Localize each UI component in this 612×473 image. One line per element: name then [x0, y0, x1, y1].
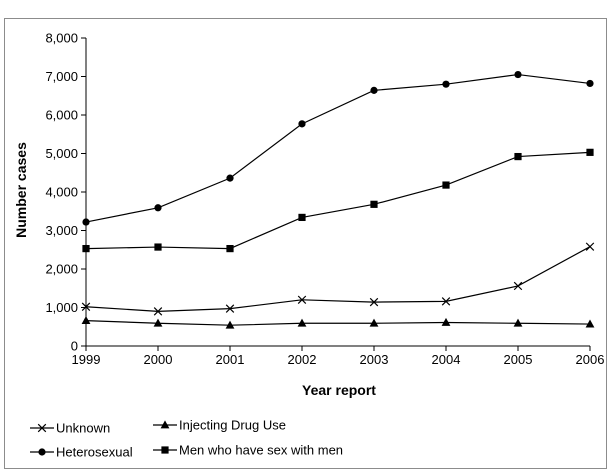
data-point-1-0 — [81, 315, 91, 324]
legend: Unknown Injecting Drug Use Heterosexual Men… — [30, 418, 343, 460]
legend-marker-2 — [38, 448, 46, 456]
data-point-3-6 — [514, 152, 522, 161]
x-tick-label: 2003 — [360, 352, 389, 367]
x-tick-label: 1999 — [72, 352, 101, 367]
series-line-1 — [85, 319, 591, 326]
data-point-3-5 — [442, 181, 450, 189]
data-point-2-6 — [514, 70, 522, 79]
x-tick-label: 2006 — [576, 352, 605, 367]
data-point-0-3 — [297, 295, 307, 305]
data-point-1-1 — [153, 318, 163, 327]
data-point-1-3 — [297, 318, 307, 327]
data-point-0-0 — [81, 302, 91, 311]
y-tick-label: 5,000 — [45, 146, 78, 161]
legend-item-2: Heterosexual — [30, 445, 133, 460]
x-tick-label: 2000 — [144, 352, 173, 367]
y-tick-label: 7,000 — [45, 69, 78, 84]
legend-label: Unknown — [56, 421, 110, 436]
y-tick-label: 6,000 — [45, 108, 78, 123]
y-tick-label: 1,000 — [45, 300, 78, 315]
chart-frame — [4, 18, 607, 469]
data-point-2-5 — [442, 80, 450, 88]
data-point-2-7 — [586, 79, 594, 88]
x-ticks: 1999 2000 2001 2002 2003 2004 2005 2006 — [72, 346, 605, 367]
legend-label: Heterosexual — [56, 445, 133, 460]
x-tick-label: 2001 — [216, 352, 245, 367]
data-point-2-2 — [226, 174, 234, 182]
data-point-0-5 — [441, 297, 451, 306]
y-tick-label: 4,000 — [45, 185, 78, 200]
series-line-2 — [85, 73, 591, 223]
x-tick-label: 2004 — [432, 352, 461, 367]
y-tick-label: 2,000 — [45, 262, 78, 277]
series-line-3 — [85, 151, 591, 250]
data-point-3-1 — [154, 243, 162, 251]
y-tick-label: 8,000 — [45, 31, 78, 46]
data-point-0-4 — [369, 297, 379, 307]
legend-item-3: Men who have sex with men — [153, 443, 343, 458]
y-axis-title: Number cases — [13, 142, 29, 238]
x-tick-label: 2005 — [504, 352, 533, 367]
x-axis-title: Year report — [302, 382, 376, 398]
data-point-1-7 — [585, 319, 595, 328]
y-tick-label: 3,000 — [45, 223, 78, 238]
x-tick-label: 2002 — [288, 352, 317, 367]
data-point-1-5 — [441, 317, 451, 326]
y-ticks: 0 1,000 2,000 3,000 4,000 5,000 6,000 7,000 8,00… — [45, 31, 86, 354]
data-point-2-4 — [370, 86, 378, 94]
legend-item-1: Injecting Drug Use — [153, 418, 286, 433]
series-markers — [81, 70, 595, 329]
data-point-2-0 — [82, 218, 90, 226]
y-tick-label: 0 — [71, 339, 78, 354]
legend-label: Men who have sex with men — [179, 443, 343, 458]
data-point-3-4 — [370, 200, 378, 208]
legend-marker-0 — [37, 423, 47, 433]
data-point-0-7 — [585, 242, 595, 251]
legend-marker-3 — [161, 446, 169, 454]
data-point-3-3 — [298, 213, 306, 222]
data-point-0-6 — [513, 281, 523, 291]
data-point-3-2 — [226, 244, 234, 253]
legend-marker-1 — [160, 420, 170, 429]
data-point-0-2 — [225, 304, 235, 313]
data-point-1-6 — [513, 318, 523, 327]
data-point-1-2 — [225, 320, 235, 329]
data-point-2-3 — [298, 120, 306, 128]
legend-label: Injecting Drug Use — [179, 418, 286, 433]
axes — [85, 38, 590, 347]
data-point-3-0 — [82, 244, 90, 253]
data-point-3-7 — [586, 148, 594, 156]
data-point-0-1 — [153, 307, 163, 316]
legend-item-0: Unknown — [30, 421, 110, 436]
series-lines — [85, 73, 591, 326]
data-point-1-4 — [369, 318, 379, 327]
data-point-2-1 — [154, 204, 162, 212]
series-line-0 — [85, 246, 591, 312]
